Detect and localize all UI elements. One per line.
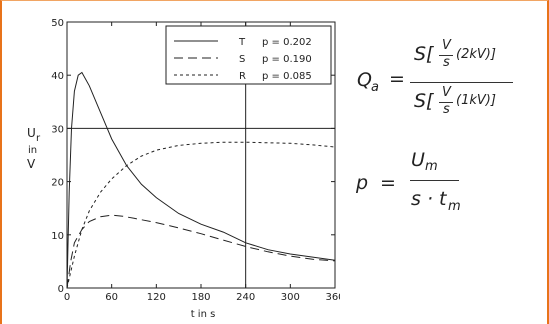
x-tick-label: 60 [105,292,118,303]
formula-qa-den-post: (1kV)] [456,93,496,108]
formula-p-lhs: p [356,172,369,194]
y-axis-label-sub: r [36,133,41,144]
formula-p-num-sub: m [425,159,438,174]
formula-qa-den-frac-bot: s [443,102,450,117]
x-tick-label: 300 [281,292,300,303]
legend-p-value-t: p = 0.202 [262,37,312,48]
series-layer [66,71,336,289]
series-line-s [66,214,336,289]
formula-qa-num-frac-bot: s [443,55,450,70]
legend-p-value-s: p = 0.190 [262,54,312,65]
formula-qa-num-frac-bar [439,55,453,56]
y-tick-label: 40 [51,71,64,82]
axis-labels: U r in V t in s [27,126,215,320]
formula-qa-num-pre: S[ [414,43,434,65]
formula-qa-lhs-sub: a [371,80,379,95]
formula-qa-num-frac-top: V [442,38,451,53]
formula-p-eq: = [380,172,396,194]
y-axis-label-in: in [28,145,37,156]
x-tick-label: 240 [236,292,255,303]
formula-qa-eq: = [389,68,405,90]
y-axis-label-unit: V [27,157,36,171]
formula-qa-num-post: (2kV)] [456,47,496,62]
y-axis-label-u: U [27,126,36,140]
formula-qa-den-frac-bar [439,102,453,103]
legend-label-t: T [238,37,246,48]
formula-qa-main-bar [410,82,513,83]
y-tick-label: 0 [58,284,64,295]
series-line-r [66,141,336,289]
formula-qa-den-pre: S[ [414,90,434,112]
x-tick-label: 120 [147,292,166,303]
x-tick-label: 0 [64,292,70,303]
legend-label-s: S [239,54,245,65]
x-tick-label: 360 [325,292,340,303]
formula-p-num: U [411,149,425,171]
y-tick-label: 10 [51,231,64,242]
decay-chart: 0 60 120 180 240 300 360 0 10 20 30 40 50 Tp = 0.202… [27,18,340,320]
formula-qa-den-frac-top: V [442,85,451,100]
y-tick-label: 20 [51,178,64,189]
y-tick-label: 30 [51,124,64,135]
y-tick-label: 50 [51,18,64,29]
axis-ticks: 0 60 120 180 240 300 360 0 10 20 30 40 50 [51,18,340,303]
legend-p-value-r: p = 0.085 [262,71,312,82]
formula-qa-lhs: Q [357,69,372,91]
x-tick-label: 180 [191,292,210,303]
x-axis-label: t in s [191,309,216,320]
formula-p-den: s · t [411,188,447,210]
formula-p-bar [410,180,459,181]
formula-p-den-sub: m [448,199,461,214]
series-line-t [66,71,336,289]
legend-label-r: R [239,71,246,82]
legend-box [165,25,332,85]
